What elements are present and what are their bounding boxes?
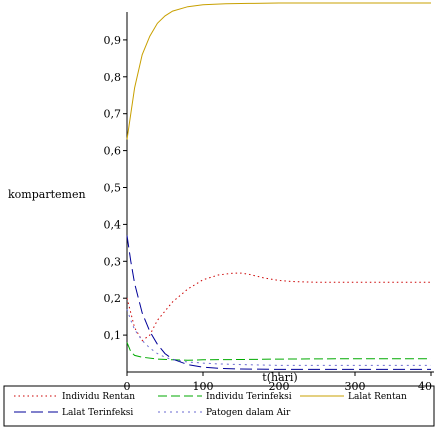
chart-axes — [126, 12, 434, 374]
y-tick-label: 0,3 — [104, 255, 122, 268]
series-line — [126, 2, 431, 140]
y-axis-label: kompartemen — [8, 188, 86, 201]
y-tick-label: 0,8 — [104, 71, 122, 84]
y-tick-label: 0,2 — [104, 292, 122, 305]
y-tick-label: 0,7 — [104, 108, 122, 121]
y-tick-label: 0,9 — [104, 34, 122, 47]
chart-legend: Individu Rentan Individu Terinfeksi Lalat … — [3, 385, 435, 427]
legend-label: Individu Terinfeksi — [206, 392, 292, 402]
series-line — [126, 272, 431, 342]
x-axis-label: t(hari) — [262, 371, 297, 384]
series-line — [126, 235, 431, 370]
legend-label: Lalat Rentan — [348, 392, 407, 402]
legend-label: Lalat Terinfeksi — [62, 408, 133, 418]
y-tick-label: 0,1 — [104, 329, 122, 342]
legend-label: Patogen dalam Air — [206, 408, 291, 418]
chart-series-layer — [126, 2, 431, 370]
legend-box — [3, 385, 435, 427]
chart-ticks: 0,10,20,30,40,50,60,70,80,90 100 200 300 40 — [104, 34, 433, 393]
y-tick-label: 0,6 — [104, 145, 122, 158]
y-tick-label: 0,5 — [104, 182, 122, 195]
series-line — [126, 342, 431, 361]
y-tick-label: 0,4 — [104, 218, 122, 231]
series-line — [126, 309, 431, 366]
legend-label: Individu Rentan — [62, 392, 135, 402]
